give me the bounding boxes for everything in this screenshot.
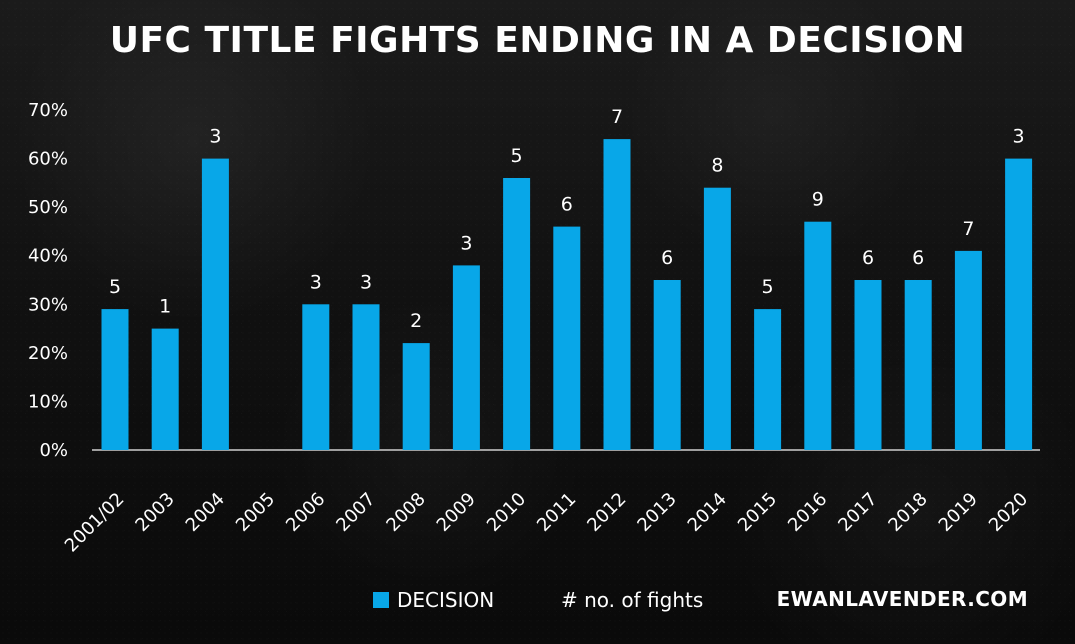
bar-data-label: 3 — [460, 232, 472, 254]
bar — [101, 309, 129, 450]
bar — [452, 265, 480, 450]
y-tick-label: 40% — [28, 246, 68, 267]
bar — [954, 250, 982, 450]
x-tick-label: 2009 — [433, 489, 480, 536]
x-tick-label: 2012 — [583, 489, 630, 536]
bar-data-label: 3 — [1013, 126, 1025, 148]
bar — [402, 343, 430, 450]
bar-data-label: 2 — [410, 310, 422, 332]
bar — [854, 280, 882, 450]
x-tick-label: 2006 — [282, 489, 329, 536]
bar — [754, 309, 782, 450]
y-tick-label: 70% — [28, 100, 68, 121]
bar-data-label: 5 — [511, 145, 523, 167]
brand-watermark: EWANLAVENDER.COM — [777, 587, 1028, 611]
bar-data-label: 7 — [611, 106, 623, 128]
bar-data-label: 6 — [561, 194, 573, 216]
x-tick-label: 2007 — [332, 489, 379, 536]
x-tick-label: 2001/02 — [61, 489, 129, 557]
x-tick-label: 2019 — [935, 489, 982, 536]
bar — [804, 221, 832, 450]
y-tick-label: 50% — [28, 197, 68, 218]
bar-data-label: 3 — [209, 126, 221, 148]
y-tick-label: 30% — [28, 294, 68, 315]
bars-group: 5 1 3 3 3 2 3 5 6 7 6 8 5 9 6 6 7 3 — [101, 106, 1033, 450]
x-tick-label: 2020 — [985, 489, 1032, 536]
bar-data-label: 3 — [360, 271, 372, 293]
legend: DECISION # no. of fights — [373, 588, 703, 612]
bar-data-label: 1 — [159, 296, 171, 318]
bar-data-label: 3 — [310, 271, 322, 293]
x-tick-label: 2004 — [182, 489, 229, 536]
bar-data-label: 6 — [862, 247, 874, 269]
legend-decision-swatch — [373, 592, 389, 608]
bar — [503, 178, 531, 450]
x-tick-label: 2008 — [382, 489, 429, 536]
y-tick-label: 60% — [28, 149, 68, 170]
y-tick-label: 10% — [28, 391, 68, 412]
x-tick-label: 2017 — [834, 489, 881, 536]
axes-group: 0%10%20%30%40%50%60%70%2001/02 2003 2004 20… — [28, 100, 1040, 556]
bar-data-label: 5 — [109, 276, 121, 298]
bar — [1005, 158, 1033, 450]
bar — [553, 226, 581, 450]
bar — [603, 139, 631, 450]
bar — [703, 187, 731, 450]
x-tick-label: 2018 — [884, 489, 931, 536]
bar-data-label: 6 — [661, 247, 673, 269]
x-tick-label: 2005 — [232, 489, 279, 536]
x-tick-label: 2003 — [131, 489, 178, 536]
bar — [352, 304, 380, 450]
bar-data-label: 5 — [762, 276, 774, 298]
legend-decision-label: DECISION — [397, 588, 494, 612]
bar-data-label: 9 — [812, 189, 824, 211]
legend-fights-label: # no. of fights — [561, 588, 703, 612]
bar — [201, 158, 229, 450]
bar-data-label: 7 — [962, 218, 974, 240]
bar-data-label: 6 — [912, 247, 924, 269]
x-tick-label: 2015 — [734, 489, 781, 536]
bar — [302, 304, 330, 450]
x-tick-label: 2011 — [533, 489, 580, 536]
chart-title: UFC TITLE FIGHTS ENDING IN A DECISION — [109, 20, 966, 61]
bar — [904, 280, 932, 450]
x-tick-label: 2014 — [684, 489, 731, 536]
x-tick-label: 2010 — [483, 489, 530, 536]
bar — [151, 328, 179, 450]
bar-data-label: 8 — [711, 155, 723, 177]
x-tick-label: 2013 — [633, 489, 680, 536]
y-tick-label: 20% — [28, 343, 68, 364]
x-tick-label: 2016 — [784, 489, 831, 536]
bar — [653, 280, 681, 450]
y-tick-label: 0% — [39, 440, 68, 461]
